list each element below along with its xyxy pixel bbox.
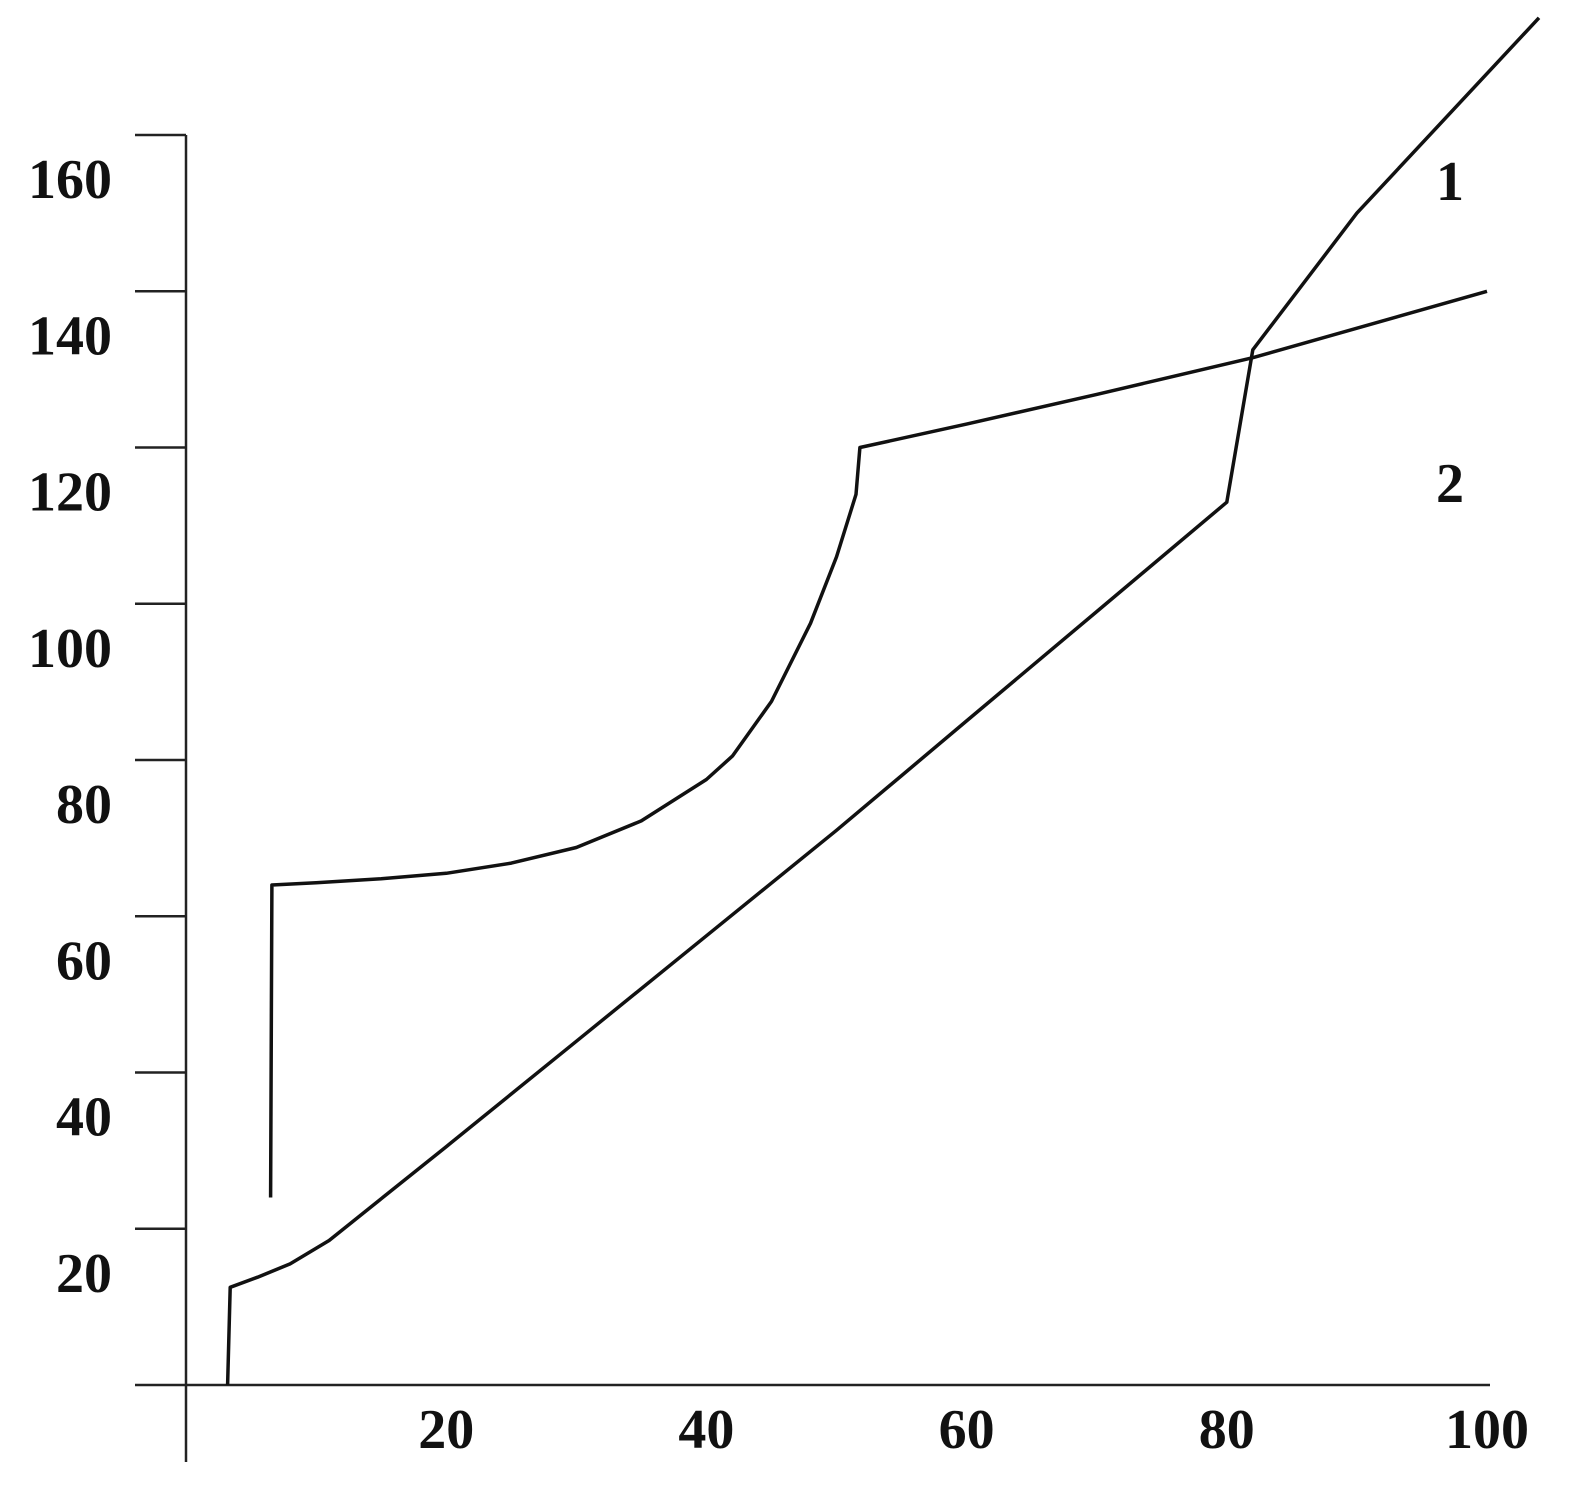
- series-line-1: [225, 16, 1541, 1386]
- series-line-2: [268, 289, 1488, 1198]
- series-label-2: 2: [1436, 453, 1464, 515]
- y-tick-label: 60: [56, 930, 112, 992]
- axes: [135, 135, 1490, 1462]
- x-tick-label: 100: [1445, 1399, 1529, 1461]
- series-lines: [225, 16, 1541, 1386]
- y-tick-label: 100: [28, 618, 112, 680]
- x-tick-label: 20: [418, 1399, 474, 1461]
- y-tick-label: 20: [56, 1243, 112, 1305]
- tick-labels: 20 40 60 80 100 120 140 160 20 40 60 80 100: [28, 149, 1529, 1461]
- y-tick-label: 80: [56, 774, 112, 836]
- y-tick-label: 40: [56, 1087, 112, 1149]
- series-label-1: 1: [1436, 151, 1464, 213]
- y-tick-label: 120: [28, 462, 112, 524]
- series-labels: 12: [1436, 151, 1464, 515]
- x-tick-label: 40: [678, 1399, 734, 1461]
- y-tick-label: 140: [28, 305, 112, 367]
- y-tick-label: 160: [28, 149, 112, 211]
- x-tick-label: 60: [939, 1399, 995, 1461]
- x-tick-label: 80: [1199, 1399, 1255, 1461]
- tick-marks: [135, 133, 186, 1230]
